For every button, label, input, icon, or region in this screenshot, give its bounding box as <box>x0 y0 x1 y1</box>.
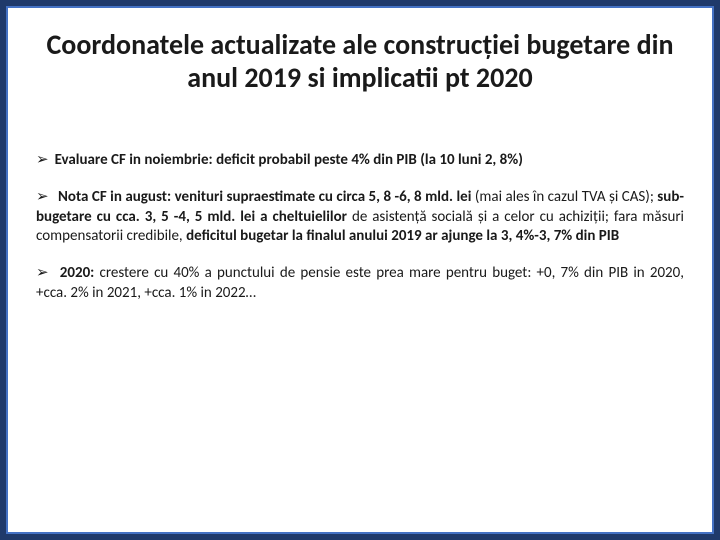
bullet-text: 2020: <box>55 264 100 282</box>
bullet-text: Nota CF in august: venituri supraestimat… <box>55 188 475 206</box>
bullet-list: ➢ Evaluare CF in noiembrie: deficit proba… <box>36 150 684 304</box>
slide-outer-frame: Coordonatele actualizate ale construcție… <box>0 0 720 540</box>
bullet-item: ➢ 2020: crestere cu 40% a punctului de p… <box>36 263 684 304</box>
bullet-text: deficitul bugetar la finalul anului 2019… <box>186 227 619 245</box>
arrow-icon: ➢ <box>36 188 49 205</box>
slide-title: Coordonatele actualizate ale construcție… <box>36 28 684 94</box>
bullet-text: Evaluare CF in noiembrie: deficit probab… <box>55 151 523 169</box>
bullet-text: crestere cu 40% a punctului de pensie es… <box>36 264 684 302</box>
bullet-text: (mai ales în cazul TVA și CAS); <box>475 188 657 206</box>
bullet-item: ➢ Evaluare CF in noiembrie: deficit proba… <box>36 150 684 171</box>
bullet-item: ➢ Nota CF in august: venituri supraestim… <box>36 187 684 247</box>
slide-inner-frame: Coordonatele actualizate ale construcție… <box>6 6 714 534</box>
arrow-icon: ➢ <box>36 264 49 281</box>
arrow-icon: ➢ <box>36 151 49 168</box>
